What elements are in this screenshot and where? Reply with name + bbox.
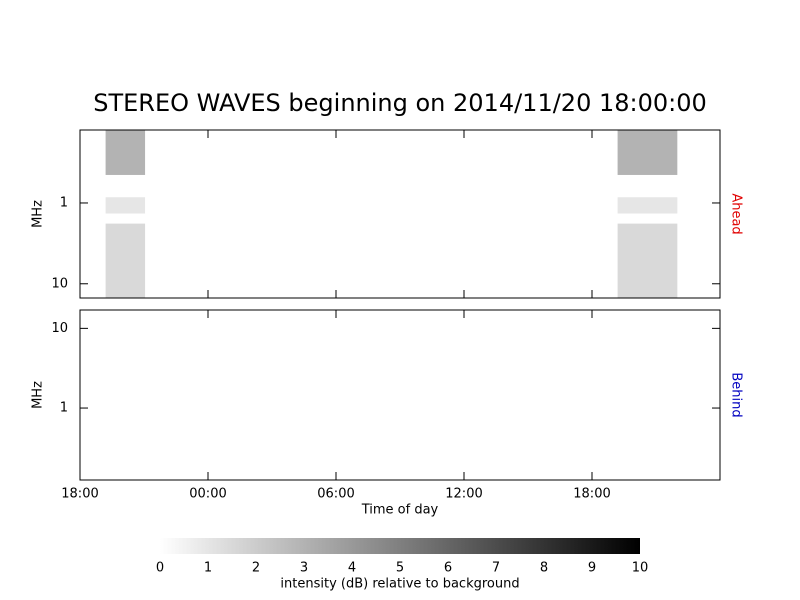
x-tick-label: 00:00 [189, 487, 226, 502]
burst [617, 130, 678, 175]
burst [105, 223, 146, 298]
y-tick-label: 1 [60, 401, 68, 416]
colorbar-tick-label: 4 [348, 561, 356, 576]
colorbar-tick-label: 7 [492, 561, 500, 576]
colorbar-tick-label: 3 [300, 561, 308, 576]
colorbar-tick-label: 2 [252, 561, 260, 576]
burst [617, 197, 678, 214]
y-tick-label: 10 [51, 276, 68, 291]
colorbar-label: intensity (dB) relative to background [280, 577, 519, 592]
colorbar-tick-label: 6 [444, 561, 452, 576]
colorbar-tick-label: 10 [632, 561, 649, 576]
burst [105, 130, 146, 175]
x-tick-label: 18:00 [573, 487, 610, 502]
colorbar-tick-label: 1 [204, 561, 212, 576]
plot-frame [79, 129, 721, 299]
x-axis-label: Time of day [361, 503, 439, 518]
colorbar-tick-label: 5 [396, 561, 404, 576]
panel-label: Behind [729, 372, 744, 417]
y-axis-label: MHz [31, 381, 46, 409]
burst [105, 197, 146, 214]
y-tick-label: 10 [51, 321, 68, 336]
chart-title: STEREO WAVES beginning on 2014/11/20 18:… [93, 89, 707, 117]
x-tick-label: 18:00 [61, 487, 98, 502]
x-tick-label: 12:00 [445, 487, 482, 502]
y-axis-label: MHz [31, 200, 46, 228]
colorbar-tick-label: 8 [540, 561, 548, 576]
panel-label: Ahead [729, 193, 744, 234]
colorbar [160, 538, 640, 554]
y-tick-label: 1 [60, 195, 68, 210]
colorbar-tick-label: 9 [588, 561, 596, 576]
x-tick-label: 06:00 [317, 487, 354, 502]
burst [617, 223, 678, 298]
colorbar-tick-label: 0 [156, 561, 164, 576]
plot-frame [79, 309, 721, 481]
